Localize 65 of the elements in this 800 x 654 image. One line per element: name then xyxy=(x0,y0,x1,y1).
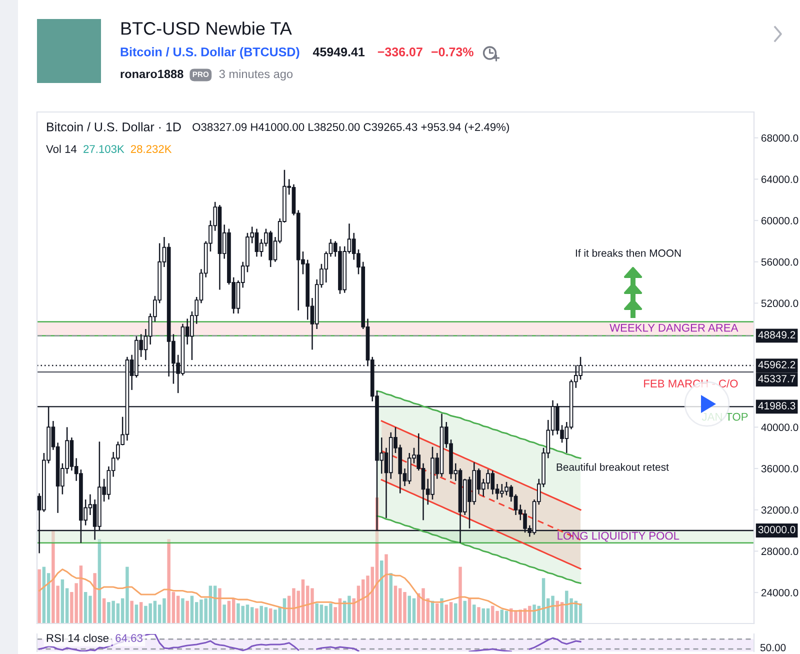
bar xyxy=(218,588,222,624)
bar xyxy=(93,573,96,624)
ref-line-label: 45962.2 xyxy=(758,360,796,368)
y-tick-label: 60000.0 xyxy=(761,217,798,224)
bar xyxy=(190,596,194,624)
y-tick-label: 68000.0 xyxy=(761,134,798,142)
bar xyxy=(477,607,480,624)
annotation: O38327.09 H41000.00 L38250.00 C39265.43 +953.94 (+2.49%) xyxy=(192,122,509,134)
chart-subtitle: Bitcoin / U.S. Dollar (BTCUSD) xyxy=(120,47,300,59)
bar xyxy=(458,566,462,624)
y-tick-label: 40000.0 xyxy=(761,424,798,432)
annotation: 28.232K xyxy=(130,145,172,153)
bar xyxy=(449,602,453,624)
text: 3 minutes ago xyxy=(219,70,293,81)
text: 45949.41 xyxy=(312,48,365,56)
text: −336.07 xyxy=(378,48,422,56)
bar xyxy=(444,604,448,624)
bar xyxy=(463,600,467,624)
y-tick-label: 28000.0 xyxy=(761,548,798,556)
bar xyxy=(102,598,106,624)
text: 50.00 xyxy=(760,644,786,652)
bar xyxy=(255,608,258,624)
chart-title: RSI 14 close xyxy=(46,634,108,642)
annotation: If it breaks then MOON xyxy=(576,249,681,257)
text: −0.73% xyxy=(432,48,474,56)
bar xyxy=(472,604,476,624)
bar xyxy=(176,596,180,624)
bar xyxy=(250,607,254,624)
y-tick-label: 52000.0 xyxy=(761,300,798,308)
bar xyxy=(500,610,504,624)
bar xyxy=(384,554,388,624)
bar xyxy=(440,598,444,624)
band-label: WEEKLY DANGER AREA xyxy=(610,324,738,332)
bar xyxy=(394,586,398,624)
annotation: Bitcoin / U.S. Dollar · 1D xyxy=(47,122,181,132)
y-tick-label: 32000.0 xyxy=(761,506,798,514)
bar xyxy=(227,600,231,624)
ref-line-label: 30000.0 xyxy=(758,526,796,534)
y-tick-label: 24000.0 xyxy=(761,589,798,596)
bar xyxy=(412,598,416,624)
annotation: 64.63 xyxy=(116,634,142,642)
ref-line-label: 48849.2 xyxy=(758,331,796,339)
annotation: 27.103K xyxy=(84,145,124,153)
bar xyxy=(134,604,138,624)
bar xyxy=(186,600,189,624)
ref-line-label: 45337.7 xyxy=(758,374,796,382)
y-tick-label: 64000.0 xyxy=(761,176,798,184)
bar xyxy=(38,569,41,624)
bar xyxy=(454,603,458,624)
chart-title: BTC-USD Newbie TA xyxy=(121,22,292,35)
y-tick-label: 56000.0 xyxy=(761,258,798,266)
annotation: Beautiful breakout retest xyxy=(556,463,669,471)
annotation: FEB MARCH - C/O xyxy=(644,379,738,388)
bar xyxy=(222,604,226,624)
bar xyxy=(139,602,143,624)
bar xyxy=(436,603,439,624)
y-tick-label: 36000.0 xyxy=(761,465,798,472)
bar xyxy=(60,579,64,624)
band-label: LONG LIQUIDITY POOL xyxy=(558,532,680,542)
text: ronaro1888 xyxy=(120,70,184,78)
bar xyxy=(181,598,184,624)
chart-title: Vol 14 xyxy=(46,144,77,153)
bar xyxy=(130,600,134,624)
line-series xyxy=(376,390,582,459)
ref-line-label: 41986.3 xyxy=(758,402,796,410)
